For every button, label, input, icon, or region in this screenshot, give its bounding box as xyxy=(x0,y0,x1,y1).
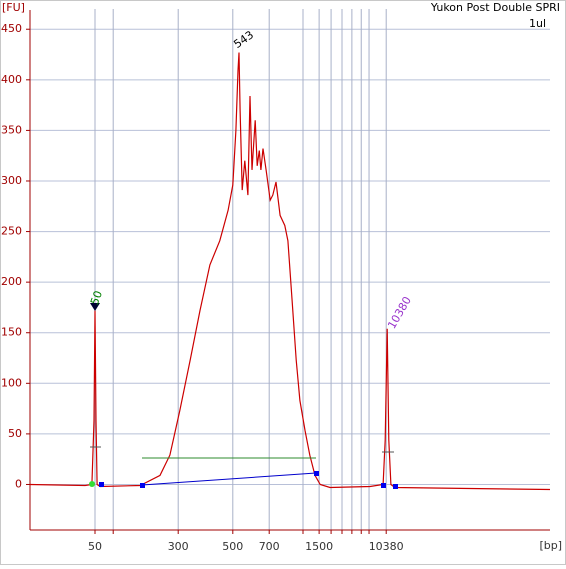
y-axis-label: [FU] xyxy=(2,1,25,14)
marker xyxy=(140,483,145,488)
chart-subtitle: 1ul xyxy=(529,17,546,30)
y-tick-label: 100 xyxy=(1,376,22,389)
marker xyxy=(314,471,319,476)
baseline-line xyxy=(141,472,317,486)
marker xyxy=(393,484,398,489)
y-tick-label: 300 xyxy=(1,174,22,187)
x-tick-label: 10380 xyxy=(369,540,404,553)
y-tick-label: 350 xyxy=(1,123,22,136)
plot xyxy=(29,52,551,491)
x-tick-label: 700 xyxy=(259,540,280,553)
start-marker xyxy=(89,481,95,487)
marker xyxy=(99,482,104,487)
y-tick-label: 0 xyxy=(15,477,22,490)
chart-title: Yukon Post Double SPRI xyxy=(430,1,560,14)
ladder-marker xyxy=(90,303,100,311)
x-tick-label: 300 xyxy=(168,540,189,553)
line-series xyxy=(29,52,551,491)
y-tick-label: 200 xyxy=(1,275,22,288)
x-axis-label: [bp] xyxy=(539,539,562,552)
x-tick-label: 50 xyxy=(88,540,102,553)
y-tick-label: 450 xyxy=(1,22,22,35)
y-tick-label: 150 xyxy=(1,326,22,339)
grid xyxy=(30,9,550,530)
y-tick-label: 250 xyxy=(1,225,22,238)
x-tick-label: 500 xyxy=(222,540,243,553)
peak-label: 50 xyxy=(88,289,105,307)
x-tick-label: 1500 xyxy=(305,540,333,553)
region-markers xyxy=(89,303,398,489)
y-tick-label: 50 xyxy=(8,427,22,440)
y-tick-label: 400 xyxy=(1,73,22,86)
marker xyxy=(381,483,386,488)
